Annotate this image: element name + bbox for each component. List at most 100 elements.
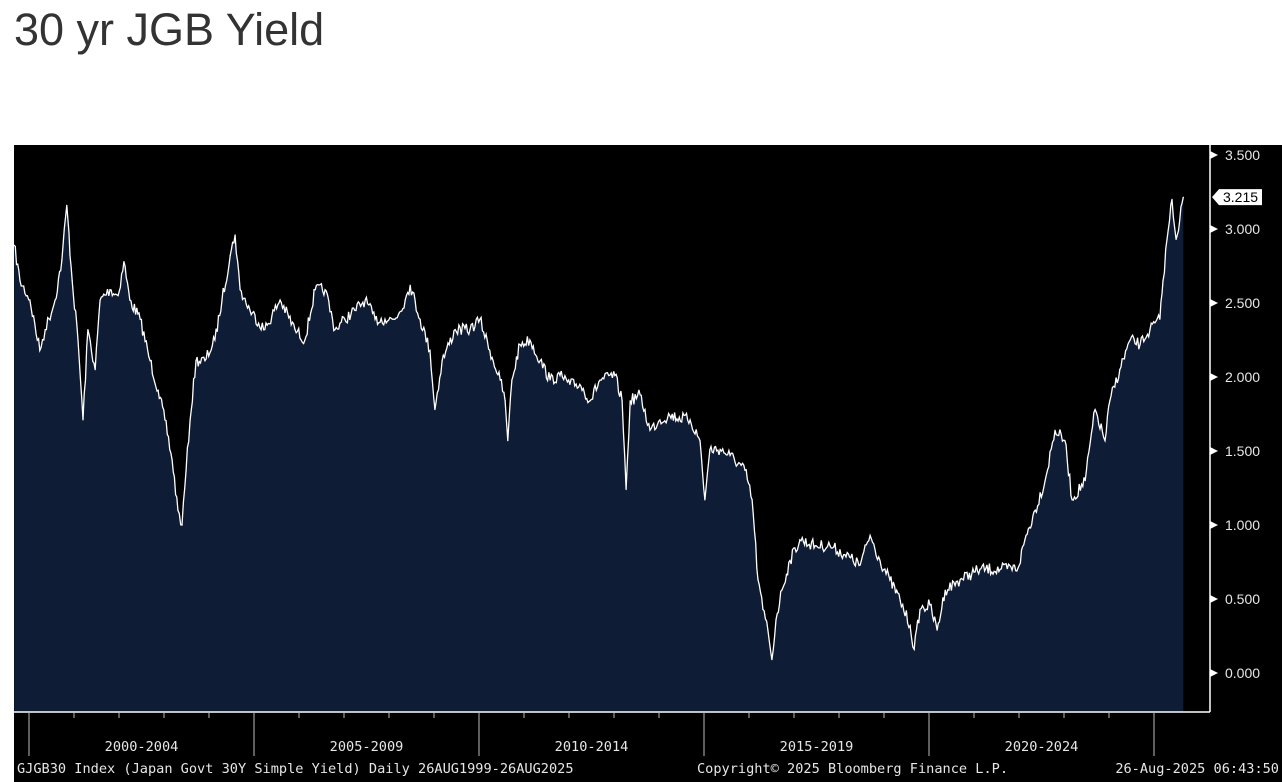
data-point <box>789 559 791 562</box>
footer-timestamp: 26-Aug-2025 06:43:50 <box>1115 761 1279 777</box>
series-area <box>14 197 1184 712</box>
data-point <box>99 299 101 301</box>
y-tick-label: 3.500 <box>1225 147 1260 163</box>
plot-area <box>13 196 1184 712</box>
data-point <box>1094 408 1096 411</box>
x-period-label: 2015-2019 <box>780 739 854 755</box>
data-point <box>117 295 119 297</box>
data-point <box>239 289 241 291</box>
data-point <box>409 284 411 286</box>
data-point <box>157 389 159 391</box>
data-point <box>879 559 881 562</box>
data-point <box>469 329 471 331</box>
data-point <box>171 459 173 461</box>
data-point <box>109 289 111 291</box>
data-point <box>344 318 346 320</box>
data-point <box>314 289 316 291</box>
y-tick-label: 3.000 <box>1225 221 1260 237</box>
y-tick <box>1210 225 1218 233</box>
data-point <box>775 619 777 621</box>
data-point <box>221 299 223 301</box>
data-point <box>507 440 509 442</box>
footer-copyright: Copyright© 2025 Bloomberg Finance L.P. <box>697 761 1008 777</box>
data-point <box>164 419 166 421</box>
data-point <box>454 329 456 331</box>
data-point <box>913 648 915 650</box>
y-tick <box>1210 447 1218 455</box>
data-point <box>234 234 236 236</box>
axes: 0.000 0.500 1.000 1.500 2.000 2.500 3.000 3.500… <box>14 145 1262 756</box>
data-point <box>214 339 216 341</box>
data-point <box>781 589 783 591</box>
data-point <box>71 280 73 282</box>
data-point <box>1017 567 1019 569</box>
data-point <box>909 625 911 627</box>
data-point <box>19 280 21 282</box>
data-point <box>589 400 591 402</box>
data-point <box>844 554 846 556</box>
data-point <box>504 400 506 402</box>
y-tick <box>1210 595 1218 603</box>
data-point <box>814 545 816 547</box>
data-point <box>549 379 551 381</box>
data-point <box>1109 400 1111 402</box>
data-point <box>1104 440 1106 442</box>
data-point <box>762 608 764 610</box>
x-period-label: 2010-2014 <box>555 739 629 755</box>
data-point <box>539 360 541 362</box>
data-point <box>639 394 641 396</box>
data-point <box>757 579 759 581</box>
data-point <box>374 318 376 320</box>
data-point <box>279 299 281 301</box>
data-point <box>13 244 15 246</box>
data-point <box>434 408 436 411</box>
data-point <box>929 604 931 606</box>
data-point <box>869 534 871 536</box>
data-point <box>139 318 141 320</box>
x-period-label: 2005-2009 <box>330 739 404 755</box>
data-point <box>751 499 753 501</box>
data-point <box>44 329 46 331</box>
data-point <box>999 568 1001 571</box>
data-point <box>729 454 731 457</box>
data-point <box>87 329 89 331</box>
data-point <box>1182 196 1184 198</box>
data-point <box>1084 480 1086 482</box>
data-point <box>181 524 183 526</box>
series-line <box>13 197 1184 660</box>
data-point <box>1175 238 1177 240</box>
data-point <box>936 629 938 631</box>
data-point <box>579 383 581 385</box>
last-value-marker <box>1212 189 1262 206</box>
y-tick <box>1210 299 1218 307</box>
data-point <box>621 400 623 402</box>
data-point <box>659 419 661 421</box>
data-point <box>39 349 41 351</box>
data-point <box>499 379 501 381</box>
data-point <box>1171 198 1173 200</box>
y-tick-label: 1.000 <box>1225 517 1260 533</box>
y-tick <box>1210 521 1218 529</box>
data-point <box>249 309 251 311</box>
data-point <box>61 259 63 261</box>
data-point <box>629 400 631 402</box>
data-point <box>479 318 481 320</box>
data-point <box>123 260 125 263</box>
data-point <box>889 579 891 581</box>
data-point <box>569 383 571 385</box>
y-tick-label: 1.500 <box>1225 443 1260 459</box>
data-point <box>744 469 746 471</box>
data-point <box>799 539 801 541</box>
data-point <box>599 379 601 381</box>
data-point <box>859 564 861 566</box>
data-point <box>195 360 197 362</box>
data-point <box>699 440 701 442</box>
page-title: 30 yr JGB Yield <box>14 4 325 55</box>
data-point <box>1159 318 1161 320</box>
data-point <box>384 318 386 320</box>
data-point <box>559 374 561 377</box>
data-point <box>334 329 336 331</box>
data-point <box>264 329 266 331</box>
data-point <box>1119 369 1121 371</box>
